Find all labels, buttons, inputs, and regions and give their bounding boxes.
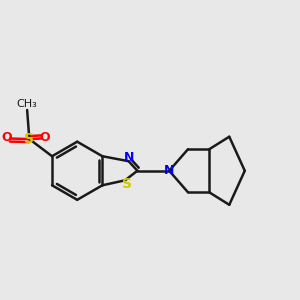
Text: N: N [164,164,174,177]
Text: CH₃: CH₃ [17,100,38,110]
Text: O: O [1,131,12,145]
Text: S: S [24,132,34,146]
Text: N: N [124,152,134,164]
Text: O: O [39,131,50,145]
Text: S: S [122,178,132,191]
